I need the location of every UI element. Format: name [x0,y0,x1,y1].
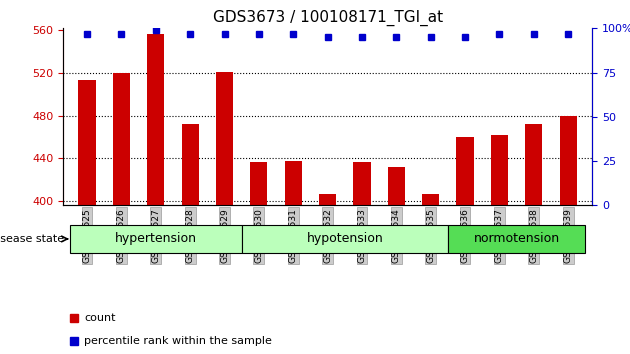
Bar [113,73,130,205]
Bar [181,124,198,205]
Bar [422,194,439,205]
Bar [387,167,405,205]
Bar [250,162,268,205]
FancyBboxPatch shape [242,225,448,253]
Text: percentile rank within the sample: percentile rank within the sample [84,336,272,346]
Bar [216,72,233,205]
Text: hypotension: hypotension [306,233,383,245]
Bar [147,34,164,205]
Bar [319,194,336,205]
Text: disease state: disease state [0,234,64,244]
Bar [491,135,508,205]
Bar [457,137,474,205]
Bar [559,116,576,205]
FancyBboxPatch shape [448,225,585,253]
Title: GDS3673 / 100108171_TGI_at: GDS3673 / 100108171_TGI_at [212,9,443,25]
Bar [285,160,302,205]
FancyBboxPatch shape [70,225,242,253]
Text: normotension: normotension [474,233,559,245]
Bar [353,162,370,205]
Text: hypertension: hypertension [115,233,197,245]
Bar [525,124,542,205]
Text: count: count [84,313,116,323]
Bar [79,80,96,205]
